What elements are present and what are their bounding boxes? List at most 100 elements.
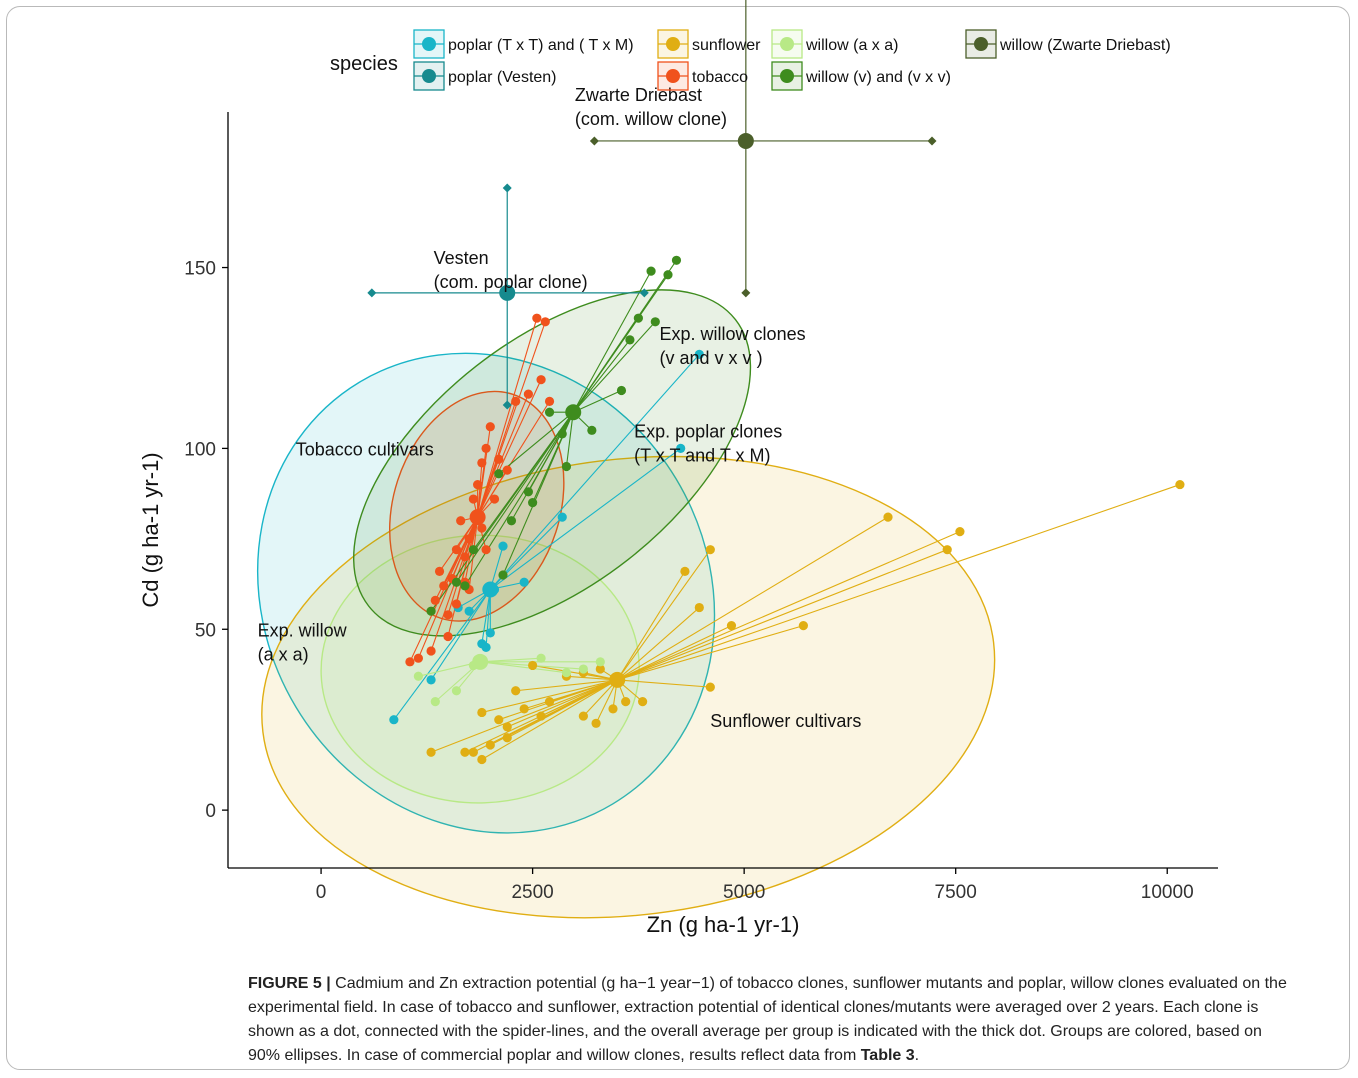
sunflower-spider-line bbox=[617, 484, 1181, 681]
legend-label: willow (v) and (v x v) bbox=[805, 69, 951, 86]
poplar_txt-annotation-line: Exp. poplar clones bbox=[634, 422, 782, 442]
tobacco-point bbox=[532, 313, 542, 323]
willow_axa-point bbox=[561, 668, 572, 678]
x-ticks: 0 2500 5000 7500 10000 bbox=[316, 868, 1194, 903]
willow_v-point bbox=[650, 317, 660, 327]
sunflower-point bbox=[544, 697, 555, 707]
legend-title: species bbox=[330, 53, 398, 75]
sunflower-spider-line bbox=[582, 679, 618, 717]
tobacco-spider-line bbox=[477, 379, 542, 518]
tobacco-point bbox=[494, 454, 504, 464]
tobacco-point bbox=[511, 396, 521, 406]
willow_v-spider-line bbox=[572, 339, 631, 413]
tobacco-point bbox=[477, 458, 487, 468]
legend-item-sunflower: sunflower bbox=[657, 29, 761, 59]
sunflower-spider-line bbox=[616, 549, 711, 681]
tobacco-spider-line bbox=[477, 318, 538, 518]
sunflower-point bbox=[942, 545, 952, 555]
x-axis-label: Zn (g ha-1 yr-1) bbox=[647, 912, 800, 937]
legend-label: sunflower bbox=[692, 37, 761, 54]
sunflower-point bbox=[502, 733, 512, 743]
sunflower-ellipse bbox=[261, 455, 996, 919]
sunflower-spider-line bbox=[595, 679, 618, 724]
willow_v-point bbox=[498, 570, 508, 580]
tobacco-point bbox=[481, 545, 491, 555]
willow_axa-annotation-line: (a x a) bbox=[258, 644, 309, 664]
sunflower-point bbox=[705, 682, 715, 692]
willow_zd-mean-point bbox=[737, 132, 754, 149]
sunflower-point bbox=[426, 747, 436, 757]
legend-swatch-dot bbox=[422, 69, 436, 83]
sunflower-spider-line bbox=[532, 664, 618, 681]
sunflower-spider-line bbox=[617, 679, 711, 688]
sunflower-point bbox=[955, 526, 965, 537]
x-tick-label: 7500 bbox=[935, 882, 977, 903]
legend-item-willow_v: willow (v) and (v x v) bbox=[771, 61, 951, 91]
tobacco-point bbox=[426, 646, 436, 656]
tobacco-mean-point bbox=[469, 509, 486, 526]
axes: 0 2500 5000 7500 10000 0 50 100 150 Zn (g ha-1 … bbox=[138, 112, 1218, 937]
willow_v-point bbox=[468, 545, 478, 555]
sunflower-point bbox=[477, 754, 487, 765]
tobacco-point bbox=[451, 545, 462, 555]
tobacco-point bbox=[464, 534, 474, 544]
tobacco-point bbox=[439, 581, 449, 591]
tobacco-point bbox=[443, 631, 453, 642]
caption-table-ref[interactable]: Table 3 bbox=[860, 1047, 915, 1064]
sunflower-point bbox=[536, 711, 546, 721]
legend-item-willow_zd: willow (Zwarte Driebast) bbox=[965, 29, 1171, 59]
sunflower-annotation-line: Sunflower cultivars bbox=[710, 711, 861, 731]
legend-label: poplar (Vesten) bbox=[448, 69, 557, 86]
sunflower-spider-line bbox=[430, 679, 618, 753]
caption-text: Cadmium and Zn extraction potential (g h… bbox=[248, 975, 1287, 1064]
willow_v-spider-line bbox=[572, 270, 652, 413]
tobacco-point bbox=[456, 516, 466, 526]
poplar_vesten-annotation: Vesten (com. poplar clone) bbox=[434, 248, 588, 292]
confidence-ellipses bbox=[256, 289, 996, 919]
willow_v-spider-line bbox=[572, 259, 677, 413]
y-axis-label: Cd (g ha-1 yr-1) bbox=[138, 452, 163, 607]
willow_v-mean-point bbox=[565, 404, 582, 421]
willow_v-point bbox=[625, 335, 635, 345]
legend-item-poplar_txt: poplar (T x T) and ( T x M) bbox=[413, 29, 634, 59]
legend-label: willow (Zwarte Driebast) bbox=[999, 37, 1171, 54]
sunflower-spider-line bbox=[481, 679, 618, 713]
figure-caption: FIGURE 5 | Cadmium and Zn extraction pot… bbox=[248, 972, 1298, 1068]
legend: species poplar (T x T) and ( T x M) sunfl… bbox=[330, 29, 1171, 91]
tobacco-point bbox=[430, 595, 440, 605]
x-tick-label: 5000 bbox=[723, 882, 765, 903]
tobacco-spider-line bbox=[477, 426, 491, 518]
poplar_txt-point bbox=[389, 715, 399, 725]
tobacco-point bbox=[536, 375, 546, 385]
poplar_txt-point bbox=[498, 541, 508, 551]
poplar_txt-spider-line bbox=[481, 589, 491, 644]
sunflower-spider-line bbox=[616, 571, 686, 681]
poplar_vesten-errbar-end bbox=[502, 183, 512, 193]
sunflower-point bbox=[502, 722, 512, 732]
sunflower-point bbox=[511, 686, 521, 696]
sunflower-point bbox=[519, 704, 529, 714]
poplar_txt-point bbox=[676, 443, 686, 454]
legend-item-willow_axa: willow (a x a) bbox=[771, 29, 898, 59]
sunflower-point bbox=[1175, 479, 1185, 490]
poplar_txt-point bbox=[557, 512, 567, 522]
willow_v-point bbox=[646, 266, 656, 276]
legend-swatch-dot bbox=[422, 37, 436, 51]
poplar_txt-spider-line bbox=[430, 589, 491, 681]
legend-label: willow (a x a) bbox=[805, 37, 898, 54]
sunflower-point bbox=[621, 697, 631, 707]
sunflower-point bbox=[638, 697, 648, 707]
sunflower-spider-line bbox=[566, 675, 618, 681]
group-means bbox=[469, 132, 754, 688]
poplar_vesten-errbar-end bbox=[502, 400, 512, 410]
willow_v-point bbox=[663, 270, 673, 280]
willow_v-spider-line bbox=[573, 390, 622, 413]
data-points bbox=[389, 255, 1185, 765]
tobacco-point bbox=[413, 653, 423, 663]
tobacco-spider-line bbox=[477, 401, 551, 518]
willow_v-point bbox=[616, 385, 627, 396]
sunflower-point bbox=[595, 664, 605, 674]
sunflower-point bbox=[694, 602, 704, 613]
willow_v-point bbox=[633, 313, 643, 323]
tobacco-point bbox=[468, 494, 478, 504]
